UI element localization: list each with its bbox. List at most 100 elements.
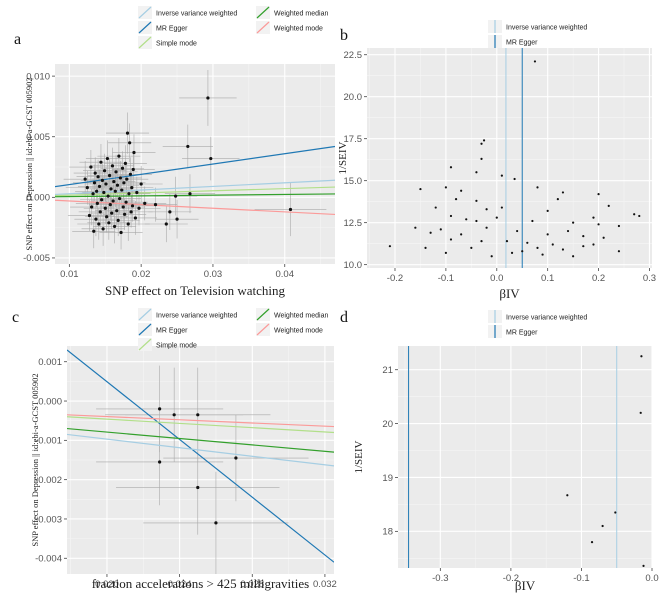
data-point — [592, 243, 595, 246]
data-point — [444, 186, 447, 189]
data-point — [102, 190, 106, 195]
grid — [398, 346, 652, 568]
y-tick-label: 10.0 — [344, 260, 363, 271]
y-axis-label: 1/SEIV — [353, 440, 365, 473]
legend-label: Inverse variance weighted — [506, 315, 587, 322]
data-point — [601, 524, 604, 528]
data-point — [83, 177, 87, 181]
data-point — [500, 174, 503, 177]
data-point — [103, 206, 107, 210]
data-point — [164, 222, 168, 226]
data-point — [206, 96, 210, 100]
data-point — [110, 211, 114, 215]
data-point — [121, 205, 125, 209]
x-tick-label: 0.02 — [132, 269, 151, 280]
y-tick-label: -0.001 — [35, 436, 62, 447]
data-point — [125, 177, 129, 181]
data-point — [96, 175, 100, 179]
regression-line — [67, 427, 334, 453]
x-tick-label: 0.0 — [645, 573, 658, 584]
panel-letter: c — [12, 309, 19, 326]
x-tick-label: 0.028 — [240, 579, 264, 590]
data-point — [99, 160, 103, 164]
data-point — [566, 229, 570, 233]
y-tick-label: 17.5 — [344, 134, 363, 145]
data-point — [485, 226, 488, 229]
data-point — [475, 199, 478, 202]
legend: Inverse variance weighted Weighted median… — [138, 6, 328, 49]
plot-area — [55, 70, 335, 250]
data-point — [122, 181, 126, 185]
legend-label: Weighted median — [274, 313, 328, 320]
data-point — [449, 238, 453, 241]
data-point — [107, 221, 111, 225]
data-point — [105, 215, 109, 219]
data-point — [424, 246, 427, 249]
data-point — [516, 229, 519, 233]
data-point — [135, 190, 139, 195]
x-tick-label: -0.3 — [432, 573, 448, 584]
data-point — [582, 245, 585, 248]
data-point — [94, 217, 98, 221]
plot-background — [367, 48, 652, 268]
data-point — [124, 200, 128, 204]
y-axis-label: 1/SEIV — [337, 141, 349, 174]
data-point — [582, 234, 585, 238]
legend-label: MR Egger — [156, 328, 188, 335]
data-point — [93, 171, 97, 175]
legend-key-line — [138, 6, 152, 19]
legend-key-line — [138, 21, 152, 34]
data-point — [234, 456, 238, 460]
data-point — [572, 221, 575, 224]
data-point — [521, 250, 524, 253]
data-point — [460, 189, 463, 192]
data-point — [98, 210, 102, 214]
x-tick-label: 0.01 — [60, 269, 79, 280]
legend-label: Inverse variance weighted — [506, 25, 587, 32]
data-point — [510, 251, 514, 254]
legend-label: Simple mode — [156, 41, 197, 48]
regression-line — [67, 414, 334, 428]
data-point — [536, 246, 539, 249]
data-point — [214, 521, 218, 525]
panel-d: d -0.3 -0.2 -0.1 0.0 18 19 20 21 βIV 1/SEIV Inverse… — [340, 309, 659, 593]
data-point — [454, 198, 458, 201]
data-point — [85, 186, 89, 190]
data-point — [500, 206, 503, 209]
data-point — [444, 251, 447, 254]
data-point — [133, 216, 138, 220]
data-point — [116, 218, 120, 222]
y-tick-label: -0.005 — [23, 253, 50, 264]
y-tick-label: -0.004 — [35, 554, 62, 565]
x-tick-label: -0.1 — [438, 273, 454, 284]
data-point — [115, 209, 119, 213]
y-tick-label: 22.5 — [344, 50, 363, 61]
data-point — [429, 231, 432, 234]
data-point — [597, 223, 600, 226]
data-point — [209, 156, 213, 161]
data-point — [480, 240, 483, 243]
data-point — [118, 196, 122, 201]
x-axis-label: SNP effect on Television watching — [105, 283, 286, 298]
data-point — [130, 204, 135, 208]
data-point — [97, 184, 102, 189]
plot-area — [67, 349, 334, 574]
data-point — [130, 186, 134, 190]
legend-key-line — [256, 21, 270, 34]
data-point — [449, 214, 453, 218]
data-point — [602, 236, 605, 239]
legend-key-line — [256, 323, 270, 336]
x-axis-label: fraction accelerations > 425 milligravit… — [92, 576, 309, 591]
plot-area — [408, 346, 645, 568]
data-point — [561, 248, 565, 251]
data-point — [419, 187, 422, 191]
legend-key-line — [138, 308, 152, 321]
data-point — [129, 210, 133, 214]
data-point — [533, 60, 537, 63]
data-point — [546, 209, 549, 213]
data-point — [114, 170, 118, 174]
data-point — [131, 167, 135, 172]
data-point — [125, 131, 130, 135]
x-tick-label: 0.020 — [95, 579, 119, 590]
data-point — [95, 189, 99, 193]
